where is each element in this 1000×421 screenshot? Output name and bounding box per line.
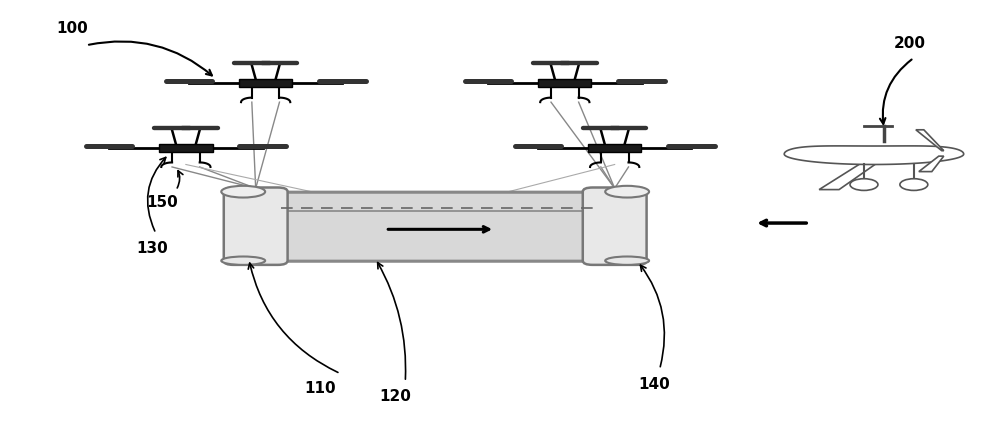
Text: 200: 200 [894, 36, 926, 51]
FancyBboxPatch shape [588, 144, 641, 152]
Text: 130: 130 [136, 241, 168, 256]
Text: 120: 120 [379, 389, 411, 404]
Circle shape [900, 179, 928, 190]
FancyBboxPatch shape [538, 79, 591, 87]
FancyBboxPatch shape [583, 187, 647, 265]
Polygon shape [819, 158, 884, 189]
Text: 150: 150 [146, 195, 178, 210]
FancyBboxPatch shape [224, 187, 288, 265]
Text: 100: 100 [56, 21, 88, 36]
Ellipse shape [605, 256, 649, 265]
Polygon shape [231, 192, 640, 261]
Ellipse shape [221, 256, 265, 265]
Polygon shape [919, 156, 944, 172]
FancyBboxPatch shape [239, 79, 292, 87]
Circle shape [850, 179, 878, 190]
Ellipse shape [605, 186, 649, 197]
Text: 140: 140 [639, 376, 670, 392]
Ellipse shape [221, 186, 265, 197]
Polygon shape [784, 146, 964, 165]
Polygon shape [916, 130, 944, 151]
FancyBboxPatch shape [159, 144, 213, 152]
Text: 110: 110 [305, 381, 336, 396]
